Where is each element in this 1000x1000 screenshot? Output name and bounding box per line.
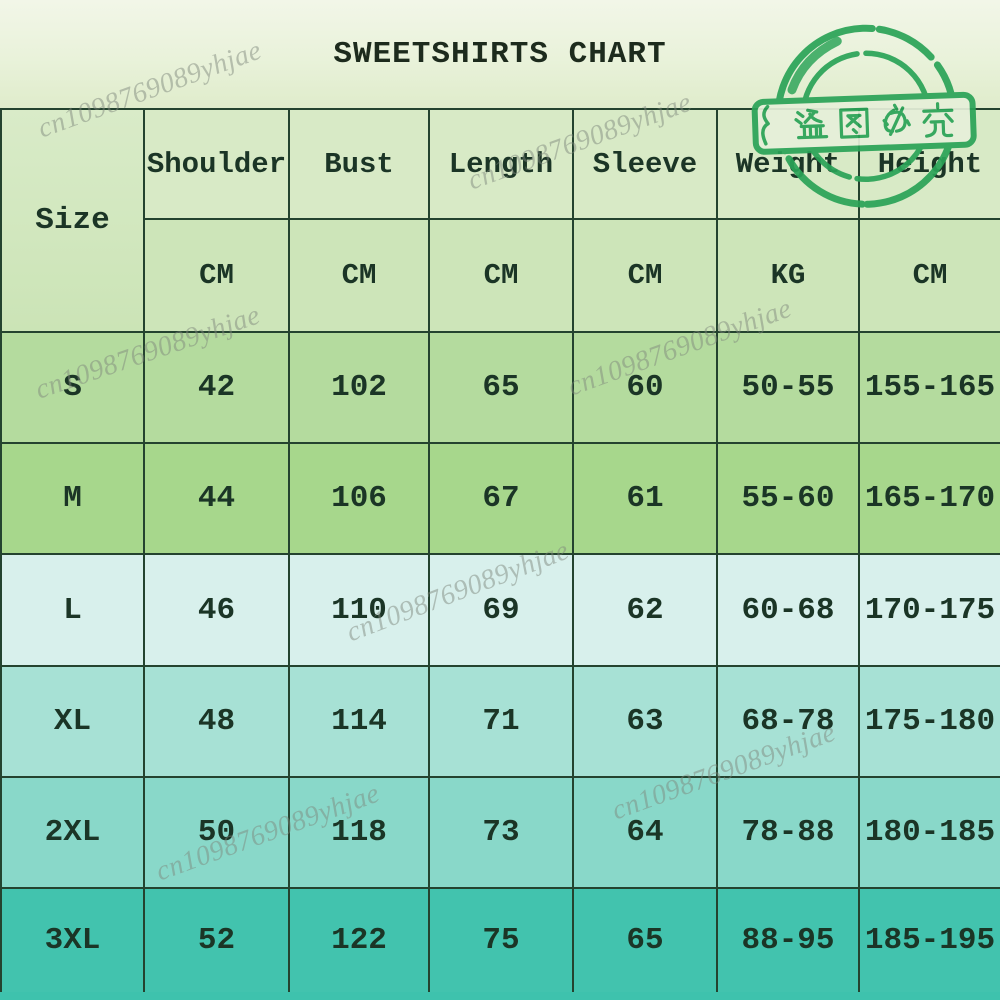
size-label: 3XL (0, 887, 145, 994)
header-row-units: CM CM CM CM KG CM (1, 218, 1000, 333)
table-cell: 64 (572, 776, 718, 889)
table-cell: 114 (288, 665, 430, 778)
table-cell: 180-185 (858, 776, 1000, 889)
table-cell: 75 (428, 887, 574, 994)
table-cell: 67 (428, 442, 574, 555)
table-row-2xl: 2XL 50 118 73 64 78-88 180-185 (0, 776, 1000, 889)
table-cell: 170-175 (858, 553, 1000, 667)
table-cell: 52 (143, 887, 290, 994)
table-cell: 46 (143, 553, 290, 667)
size-label: S (0, 331, 145, 444)
unit-bust: CM (288, 218, 430, 333)
table-row-s: S 42 102 65 60 50-55 155-165 (0, 331, 1000, 444)
table-cell: 69 (428, 553, 574, 667)
unit-length: CM (428, 218, 574, 333)
stamp-band (751, 91, 977, 155)
unit-weight: KG (716, 218, 860, 333)
table-cell: 185-195 (858, 887, 1000, 994)
column-header-length: Length (428, 108, 574, 220)
table-cell: 175-180 (858, 665, 1000, 778)
table-cell: 60-68 (716, 553, 860, 667)
table-cell: 44 (143, 442, 290, 555)
size-label: 2XL (0, 776, 145, 889)
table-cell: 106 (288, 442, 430, 555)
table-cell: 42 (143, 331, 290, 444)
size-label: XL (0, 665, 145, 778)
table-cell: 88-95 (716, 887, 860, 994)
table-cell: 60 (572, 331, 718, 444)
table-cell: 155-165 (858, 331, 1000, 444)
size-chart-table: Size Shoulder Bust Length Sleeve Weight … (0, 108, 1000, 994)
size-label: L (0, 553, 145, 667)
table-cell: 62 (572, 553, 718, 667)
title-band: SWEETSHIRTS CHART (0, 0, 1000, 108)
table-cell: 65 (428, 331, 574, 444)
unit-height: CM (858, 218, 1000, 333)
table-cell: 165-170 (858, 442, 1000, 555)
table-cell: 110 (288, 553, 430, 667)
table-row-3xl: 3XL 52 122 75 65 88-95 185-195 (0, 887, 1000, 994)
size-column-header: Size (0, 108, 145, 333)
table-cell: 122 (288, 887, 430, 994)
table-cell: 71 (428, 665, 574, 778)
table-cell: 65 (572, 887, 718, 994)
table-cell: 48 (143, 665, 290, 778)
column-header-shoulder: Shoulder (143, 108, 290, 220)
table-cell: 73 (428, 776, 574, 889)
unit-shoulder: CM (143, 218, 290, 333)
table-cell: 61 (572, 442, 718, 555)
table-cell: 50 (143, 776, 290, 889)
table-cell: 78-88 (716, 776, 860, 889)
table-cell: 102 (288, 331, 430, 444)
column-header-bust: Bust (288, 108, 430, 220)
stamp-text-glyphs (794, 102, 954, 140)
table-row-l: L 46 110 69 62 60-68 170-175 (0, 553, 1000, 667)
column-header-sleeve: Sleeve (572, 108, 718, 220)
stamp-wobble (787, 36, 842, 95)
table-cell: 50-55 (716, 331, 860, 444)
table-cell: 63 (572, 665, 718, 778)
bottom-strip (0, 992, 1000, 1000)
table-row-m: M 44 106 67 61 55-60 165-170 (0, 442, 1000, 555)
size-label: M (0, 442, 145, 555)
table-cell: 118 (288, 776, 430, 889)
unit-sleeve: CM (572, 218, 718, 333)
table-cell: 68-78 (716, 665, 860, 778)
table-cell: 55-60 (716, 442, 860, 555)
table-row-xl: XL 48 114 71 63 68-78 175-180 (0, 665, 1000, 778)
anti-theft-stamp (751, 24, 977, 208)
chart-title: SWEETSHIRTS CHART (333, 36, 667, 72)
stamp-squiggle (761, 104, 770, 146)
